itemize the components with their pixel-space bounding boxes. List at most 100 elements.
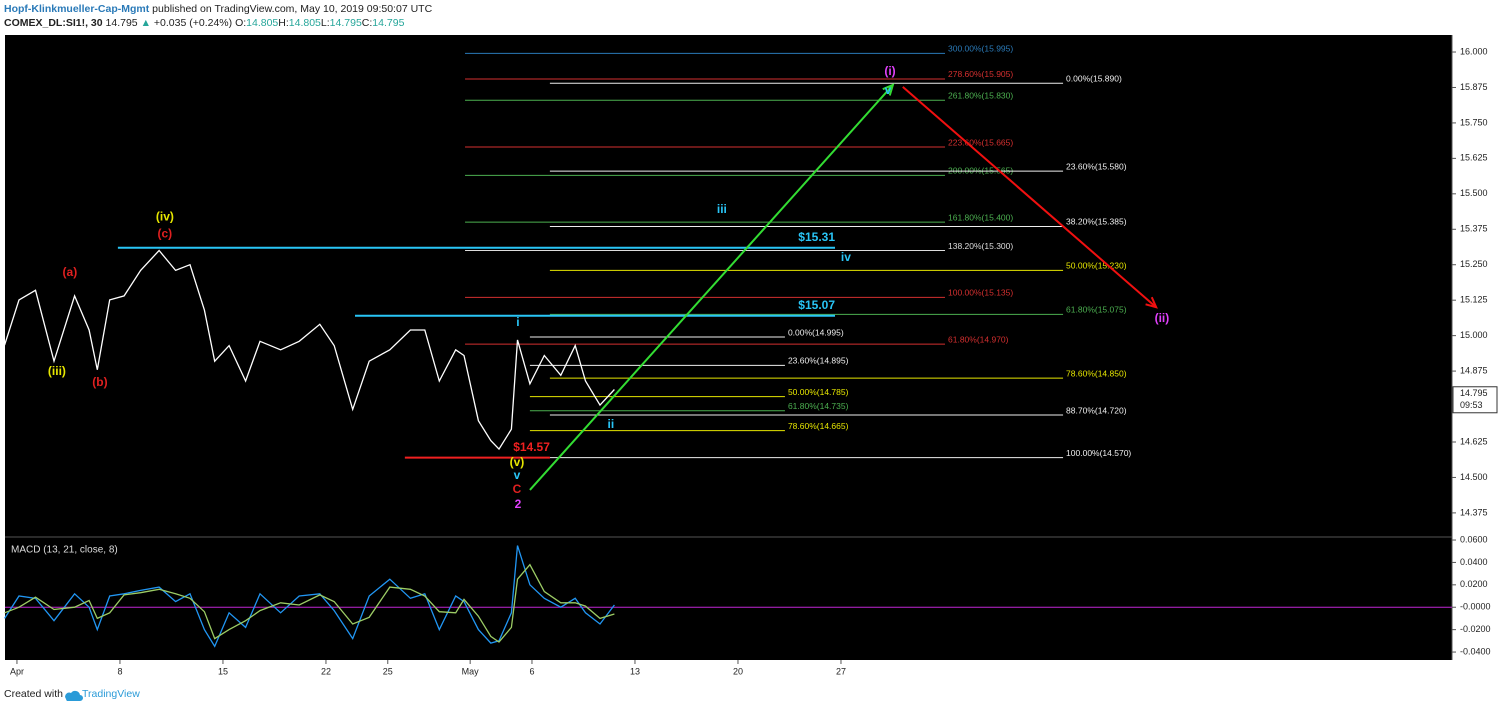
fib-label: 138.20%(15.300)	[948, 241, 1013, 251]
series-line	[4, 563, 615, 643]
y-tick-label: -0.0000	[1460, 602, 1491, 612]
y-tick-label: 15.625	[1460, 153, 1488, 163]
fib-label: 223.60%(15.665)	[948, 137, 1013, 147]
fib-label: 23.60%(14.895)	[788, 356, 849, 366]
wave-label: (iv)	[156, 209, 174, 223]
wave-label: ii	[608, 417, 615, 431]
wave-label: (ii)	[1155, 311, 1170, 325]
price-axis	[1452, 35, 1498, 660]
fib-label: 278.60%(15.905)	[948, 69, 1013, 79]
x-tick-label: 8	[117, 666, 122, 676]
fib-label: 161.80%(15.400)	[948, 212, 1013, 222]
y-tick-label: 15.875	[1460, 82, 1488, 92]
y-tick-label: 0.0600	[1460, 534, 1488, 544]
y-tick-label: 14.625	[1460, 436, 1488, 446]
x-tick-label: 20	[733, 666, 743, 676]
x-tick-label: 15	[218, 666, 228, 676]
fib-label: 50.00%(14.785)	[788, 387, 849, 397]
y-tick-label: 15.375	[1460, 224, 1488, 234]
y-tick-label: -0.0200	[1460, 624, 1491, 634]
fib-label: 300.00%(15.995)	[948, 44, 1013, 54]
ohlc-key: O:	[235, 17, 246, 29]
y-tick-label: 0.0400	[1460, 557, 1488, 567]
fib-label: 38.20%(15.385)	[1066, 217, 1127, 227]
fib-label: 78.60%(14.850)	[1066, 368, 1127, 378]
ohlc-value: 14.805	[289, 17, 321, 29]
pane-title: MACD (13, 21, close, 8)	[11, 545, 118, 556]
price-line-label: $14.57	[513, 440, 550, 454]
wave-label: v	[885, 83, 892, 97]
time-axis	[5, 660, 1498, 685]
chart-background	[5, 35, 1498, 685]
fib-label: 50.00%(15.230)	[1066, 261, 1127, 271]
y-tick-label: 15.125	[1460, 295, 1488, 305]
y-tick-label: -0.0400	[1460, 646, 1491, 656]
tradingview-logo	[65, 690, 83, 701]
last-price: 14.795	[106, 17, 138, 29]
x-tick-label: 6	[529, 666, 534, 676]
x-tick-label: May	[462, 666, 480, 676]
price-line-label: $15.31	[798, 230, 835, 244]
wave-label: (b)	[92, 375, 107, 389]
y-tick-label: 16.000	[1460, 46, 1488, 56]
fib-label: 88.70%(14.720)	[1066, 405, 1127, 415]
y-tick-label: 14.875	[1460, 365, 1488, 375]
fib-label: 78.60%(14.665)	[788, 421, 849, 431]
y-tick-label: 15.250	[1460, 259, 1488, 269]
price-marker	[1452, 386, 1498, 414]
ohlc-key: C:	[362, 17, 373, 29]
ohlc-value: 14.805	[246, 17, 278, 29]
fib-label: 61.80%(14.735)	[788, 401, 849, 411]
series-line	[4, 545, 615, 648]
fib-label: 100.00%(15.135)	[948, 288, 1013, 298]
x-tick-label: Apr	[10, 666, 24, 676]
y-tick-label: 15.750	[1460, 117, 1488, 127]
wave-label: i	[516, 315, 519, 329]
price-marker-time: 09:53	[1460, 400, 1483, 410]
arrow-head	[882, 83, 895, 96]
arrow	[529, 84, 894, 491]
fib-label: 100.00%(14.570)	[1066, 448, 1131, 458]
plot: 14.37514.50014.62514.75014.87515.00015.1…	[3, 44, 1498, 676]
change: +0.035 (+0.24%)	[154, 17, 232, 29]
wave-label: (a)	[63, 265, 78, 279]
ohlc-value: 14.795	[372, 17, 404, 29]
fib-label: 0.00%(14.995)	[788, 327, 844, 337]
y-tick-label: 15.500	[1460, 188, 1488, 198]
wave-label: C	[513, 482, 522, 496]
y-tick-label: 0.0200	[1460, 579, 1488, 589]
symbol: COMEX_DL:SI1!, 30	[4, 17, 103, 29]
x-tick-label: 13	[630, 666, 640, 676]
wave-label: (i)	[884, 64, 895, 78]
fib-label: 61.80%(15.075)	[1066, 305, 1127, 315]
wave-label: v	[514, 468, 521, 482]
published: published on TradingView.com, May 10, 20…	[152, 3, 432, 15]
ohlc-key: H:	[278, 17, 289, 29]
price-marker-label: 14.795	[1460, 388, 1488, 398]
wave-label: (c)	[158, 226, 173, 240]
x-tick-label: 27	[836, 666, 846, 676]
author[interactable]: Hopf-Klinkmueller-Cap-Mgmt	[4, 3, 150, 15]
footer-created: Created with	[4, 688, 63, 700]
wave-label: (v)	[510, 455, 525, 469]
wave-label: 2	[515, 497, 522, 511]
ohlc-key: L:	[321, 17, 330, 29]
y-tick-label: 14.500	[1460, 472, 1488, 482]
up-triangle: ▲	[141, 17, 151, 29]
series-line	[3, 249, 615, 451]
ohlc: O:14.805H:14.805L:14.795C:14.795	[235, 17, 405, 29]
arrow-head	[1145, 296, 1158, 309]
fib-label: 0.00%(15.890)	[1066, 73, 1122, 83]
fib-label: 261.80%(15.830)	[948, 90, 1013, 100]
fib-label: 23.60%(15.580)	[1066, 161, 1127, 171]
wave-label: iii	[717, 202, 727, 216]
x-tick-label: 25	[383, 666, 393, 676]
y-tick-label: 15.000	[1460, 330, 1488, 340]
footer-brand[interactable]: TradingView	[82, 688, 140, 700]
price-line-label: $15.07	[798, 298, 835, 312]
header-line-2: COMEX_DL:SI1!, 30 14.795 ▲ +0.035 (+0.24…	[4, 17, 405, 29]
x-tick-label: 22	[321, 666, 331, 676]
wave-label: iv	[841, 250, 851, 264]
ohlc-value: 14.795	[330, 17, 362, 29]
